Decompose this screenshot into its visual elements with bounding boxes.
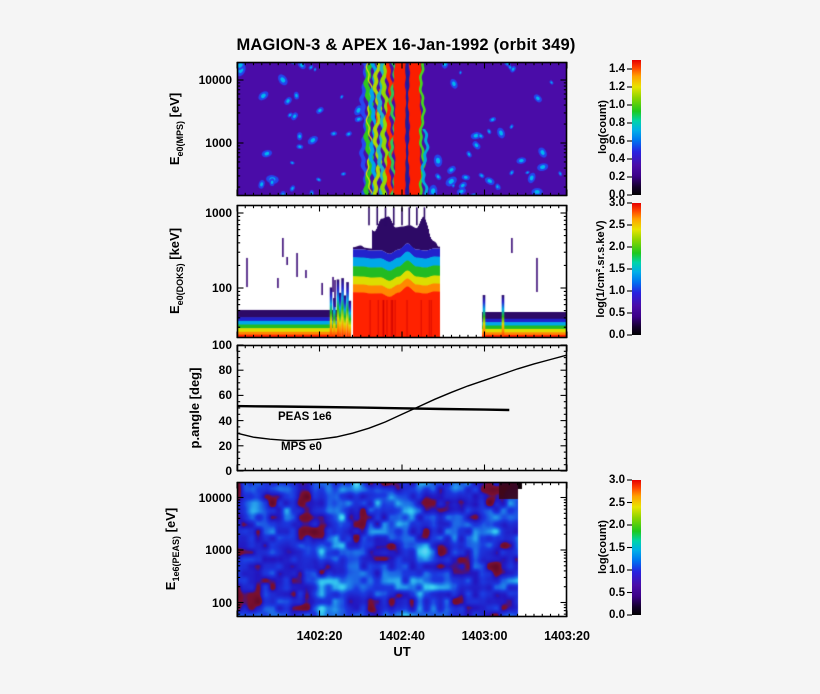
y-tick-label: 100 xyxy=(211,338,232,352)
y-tick-label: 20 xyxy=(218,438,232,453)
y-tick-label: 1000 xyxy=(205,206,232,220)
y-tick-label: 100 xyxy=(211,595,232,610)
ylabel-base: E xyxy=(167,305,183,315)
colorbar-tick-label: 1.0 xyxy=(609,285,625,297)
doks-spectrogram-canvas xyxy=(237,205,567,338)
y-axis-label-pangle: p.angle [deg] xyxy=(187,368,205,449)
y-tick-label: 0 xyxy=(225,464,232,478)
peas-spectrogram-canvas xyxy=(237,482,567,617)
y-tick-label: 1000 xyxy=(205,543,232,557)
colorbar-doks xyxy=(632,203,641,335)
colorbar-mps xyxy=(632,60,641,195)
ylabel-unit: [keV] xyxy=(167,227,183,264)
colorbar-tick-label: 2.5 xyxy=(609,219,625,231)
x-tick-label: 1403:00 xyxy=(461,629,508,643)
ylabel-unit: [eV] xyxy=(167,92,183,121)
annotation-peas-1e6: PEAS 1e6 xyxy=(278,411,332,423)
ylabel-unit: [eV] xyxy=(163,507,179,536)
colorbar-tick-label: 0.2 xyxy=(609,171,625,183)
figure-title: MAGION-3 & APEX 16-Jan-1992 (orbit 349) xyxy=(236,36,576,54)
colorbar-tick-label: 2.0 xyxy=(609,519,625,531)
colorbar-tick-label: 0.0 xyxy=(609,329,625,341)
colorbar-tick-label: 0.5 xyxy=(609,307,625,319)
colorbar-tick-label: 0.5 xyxy=(609,586,625,599)
ylabel-base: E xyxy=(163,581,179,591)
y-tick-label: 100 xyxy=(211,281,232,295)
colorbar-tick-label: 2.0 xyxy=(609,241,625,253)
y-tick-label: 10000 xyxy=(198,490,232,505)
colorbar-tick-label: 1.0 xyxy=(609,564,625,576)
colorbar-tick-label: 0.6 xyxy=(609,135,625,147)
x-tick-label: 1402:40 xyxy=(379,629,425,643)
mps-spectrogram-canvas xyxy=(237,62,567,196)
y-axis-label-mps: Ee0(MPS) [eV] xyxy=(167,93,185,165)
colorbar-tick-label: 0.4 xyxy=(609,153,625,165)
curve-mps-e0 xyxy=(236,354,568,442)
colorbar-tick-label: 1.2 xyxy=(609,81,625,93)
colorbar-tick-label: 3.0 xyxy=(609,197,625,209)
colorbar-tick-label: 1.5 xyxy=(609,263,625,275)
y-tick-label: 80 xyxy=(218,363,232,378)
y-tick-label: 40 xyxy=(218,413,232,428)
y-tick-label: 60 xyxy=(218,388,232,403)
colorbar-tick-label: 1.0 xyxy=(609,99,625,111)
colorbar-peas xyxy=(632,480,641,615)
colorbar-tick-label: 1.4 xyxy=(609,63,625,75)
curve-peas-1e6 xyxy=(236,404,510,412)
y-axis-label-doks: Ee0(DOKS) [keV] xyxy=(167,228,185,314)
x-tick-label: 1403:20 xyxy=(544,629,590,643)
x-axis-title: UT xyxy=(393,644,411,659)
colorbar-tick-label: 0.0 xyxy=(609,609,625,621)
y-tick-label: 10000 xyxy=(198,73,232,87)
colorbar-tick-label: 0.8 xyxy=(609,117,625,129)
ylabel-base: E xyxy=(167,156,183,166)
colorbar-tick-label: 3.0 xyxy=(609,474,625,486)
y-tick-label: 1000 xyxy=(205,136,232,150)
ylabel-base: p.angle [deg] xyxy=(187,367,203,449)
x-tick-label: 1402:20 xyxy=(296,629,343,643)
colorbar-tick-label: 0.0 xyxy=(609,189,625,201)
colorbar-tick-label: 2.5 xyxy=(609,496,625,509)
colorbar-tick-label: 1.5 xyxy=(609,541,625,554)
annotation-mps-e0: MPS e0 xyxy=(281,441,322,453)
